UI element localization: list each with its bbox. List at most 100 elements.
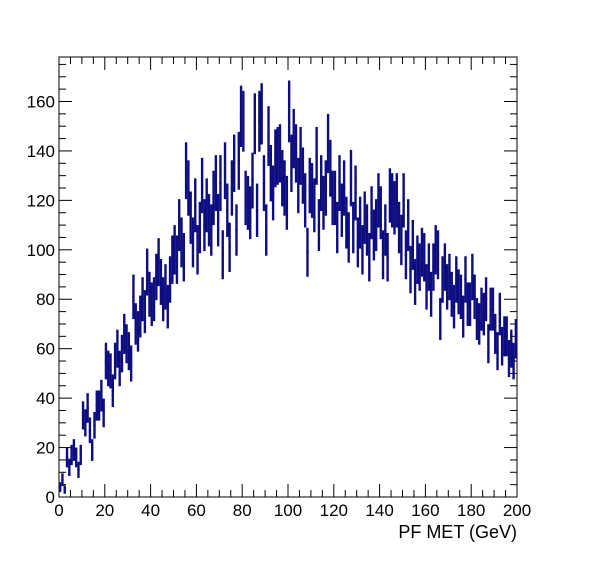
data-point	[150, 282, 153, 326]
data-point	[157, 238, 160, 287]
data-point	[354, 165, 357, 221]
data-point	[473, 274, 476, 320]
data-point	[278, 124, 282, 183]
data-point	[173, 225, 176, 275]
y-tick-label: 160	[27, 92, 55, 111]
data-point	[409, 245, 412, 294]
data-point	[292, 108, 295, 169]
data-point	[368, 233, 371, 282]
data-point	[139, 295, 142, 338]
data-point	[58, 482, 62, 493]
axis-ticks	[58, 57, 518, 498]
data-point	[306, 227, 309, 277]
data-point	[494, 313, 497, 354]
data-point	[404, 230, 408, 280]
data-point	[214, 155, 218, 211]
data-point	[439, 298, 442, 341]
data-point	[443, 243, 447, 291]
data-point	[297, 157, 300, 214]
y-tick-label: 20	[36, 439, 55, 458]
data-point	[258, 90, 261, 152]
x-tick-label: 120	[320, 501, 348, 520]
data-point	[104, 342, 108, 380]
data-point	[246, 175, 250, 230]
data-point	[161, 277, 165, 322]
x-tick-label: 0	[54, 501, 63, 520]
data-point	[155, 253, 158, 301]
data-point	[283, 160, 286, 216]
data-point	[455, 256, 458, 303]
x-tick-label: 60	[187, 501, 206, 520]
data-point	[260, 83, 263, 145]
data-point	[390, 173, 394, 228]
data-point	[249, 186, 252, 240]
data-point	[450, 271, 453, 317]
data-point	[120, 334, 124, 373]
x-tick-label: 20	[95, 501, 114, 520]
x-tick-label: 200	[503, 501, 531, 520]
data-point	[123, 313, 126, 354]
data-point	[274, 129, 277, 188]
data-marks	[58, 80, 518, 494]
data-point	[377, 173, 380, 228]
data-point	[97, 390, 101, 421]
data-point	[86, 393, 89, 423]
data-point	[63, 485, 66, 494]
data-point	[400, 214, 403, 266]
data-point	[468, 282, 472, 326]
data-point	[457, 269, 460, 315]
data-point	[88, 417, 92, 444]
data-point	[210, 204, 213, 256]
data-point	[116, 329, 119, 368]
x-tick-label: 160	[411, 501, 439, 520]
data-point	[269, 145, 273, 202]
data-point	[127, 332, 131, 371]
data-point	[345, 196, 348, 249]
data-point	[347, 212, 350, 263]
data-point	[107, 350, 110, 387]
x-tick-label: 100	[274, 501, 302, 520]
data-point	[425, 264, 428, 310]
data-point	[109, 353, 112, 389]
x-axis-label: PF MET (GeV)	[398, 522, 517, 542]
data-point	[159, 258, 163, 305]
data-point	[313, 178, 316, 233]
data-point	[102, 398, 105, 428]
data-point	[287, 80, 291, 143]
data-point	[262, 155, 266, 211]
data-point	[484, 277, 488, 322]
data-point	[253, 93, 256, 155]
data-point	[93, 411, 96, 439]
data-point	[182, 233, 186, 282]
data-point	[70, 444, 73, 466]
data-point	[514, 319, 518, 359]
data-point	[491, 287, 495, 331]
data-point	[132, 274, 135, 320]
data-point	[315, 126, 318, 185]
data-point	[242, 90, 245, 152]
data-point	[358, 196, 362, 249]
data-point	[402, 173, 405, 228]
data-point	[171, 235, 174, 284]
data-point	[427, 243, 431, 291]
data-point	[441, 256, 444, 303]
data-point	[489, 287, 492, 331]
data-point	[352, 201, 355, 254]
data-point	[276, 126, 279, 185]
x-tick-label: 180	[457, 501, 485, 520]
data-point	[471, 253, 474, 301]
data-point	[77, 461, 80, 478]
data-point	[244, 170, 247, 226]
data-point	[187, 160, 190, 216]
data-point	[143, 290, 147, 334]
data-point	[164, 264, 167, 310]
data-point	[326, 113, 330, 174]
data-point	[336, 201, 339, 254]
data-point	[91, 439, 94, 461]
data-point	[180, 217, 183, 268]
data-point	[219, 155, 222, 211]
data-point	[205, 178, 208, 233]
data-point	[331, 170, 334, 226]
data-point	[317, 199, 321, 252]
